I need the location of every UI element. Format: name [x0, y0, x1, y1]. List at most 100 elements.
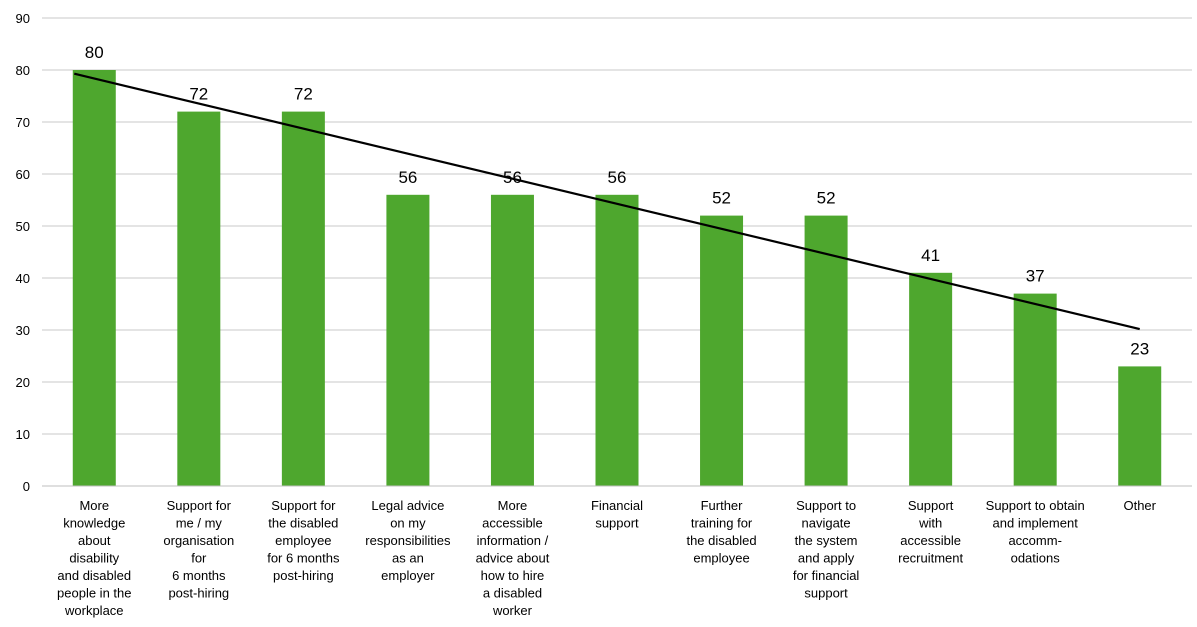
category-label-line: Support to — [796, 498, 856, 513]
category-label-line: Support to obtain — [986, 498, 1085, 513]
y-tick-label: 0 — [23, 479, 30, 494]
bar — [1118, 366, 1162, 486]
category-label-line: worker — [492, 603, 533, 618]
bar — [804, 215, 848, 486]
category-label-line: navigate — [802, 516, 851, 531]
trendline-group — [74, 72, 1140, 331]
category-label-line: people in the — [57, 586, 131, 601]
category-label-line: Support — [908, 498, 954, 513]
category-label: Support for me / my organisation for 6 month… — [163, 498, 234, 601]
category-label-line: on my — [390, 516, 426, 531]
y-tick-label: 60 — [16, 167, 30, 182]
category-label: Further training for the disabled employee — [686, 498, 756, 566]
category-label: Legal advice on my responsibilities as an em… — [365, 498, 451, 583]
category-label-line: the system — [795, 533, 858, 548]
category-label: More knowledge about disability and disabled… — [57, 498, 131, 618]
category-label-line: and disabled — [57, 568, 131, 583]
category-label-line: Support for — [167, 498, 232, 513]
category-label-line: Legal advice — [371, 498, 444, 513]
category-label-line: recruitment — [898, 551, 963, 566]
category-label-line: employee — [275, 533, 331, 548]
bar — [490, 194, 534, 487]
category-label-line: disability — [69, 551, 119, 566]
data-label: 52 — [817, 189, 836, 208]
category-label-line: employee — [693, 551, 749, 566]
category-label-line: for 6 months — [267, 551, 340, 566]
data-labels: 80 72 72 56 56 56 52 52 41 37 23 — [85, 43, 1149, 358]
data-label: 56 — [398, 168, 417, 187]
data-label: 56 — [608, 168, 627, 187]
data-label: 52 — [712, 189, 731, 208]
data-label: 72 — [294, 85, 313, 104]
category-label: More accessible information / advice about h… — [476, 498, 550, 618]
y-tick-label: 70 — [16, 115, 30, 130]
data-label: 23 — [1130, 339, 1149, 358]
category-label: Support to obtain and implement accomm-oda… — [986, 498, 1085, 566]
category-label-line: how to hire — [481, 568, 545, 583]
data-label: 80 — [85, 43, 104, 62]
category-label-line: the disabled — [268, 516, 338, 531]
category-label-line: support — [804, 586, 848, 601]
bar — [177, 111, 221, 486]
category-label-line: for financial — [793, 568, 860, 583]
category-labels: More knowledge about disability and disabled… — [57, 498, 1157, 618]
bar — [909, 272, 953, 486]
trendline — [74, 72, 1140, 331]
category-label-line: me / my — [176, 516, 223, 531]
category-label-line: and implement — [993, 516, 1079, 531]
category-label-line: Support for — [271, 498, 336, 513]
category-label-line: post-hiring — [168, 586, 229, 601]
data-label: 72 — [189, 85, 208, 104]
bar — [72, 70, 116, 486]
category-label-line: accessible — [900, 533, 961, 548]
category-label-line: information / — [477, 533, 549, 548]
y-tick-label: 50 — [16, 219, 30, 234]
category-label-line: advice about — [476, 551, 550, 566]
category-label-line: employer — [381, 568, 435, 583]
category-label-line: a disabled — [483, 586, 542, 601]
category-label-line: knowledge — [63, 516, 125, 531]
category-label-line: More — [79, 498, 109, 513]
category-label-line: accomm- — [1008, 533, 1061, 548]
bar — [595, 194, 639, 487]
category-label: Support with accessible recruitment — [898, 498, 963, 566]
category-label-line: organisation — [163, 533, 234, 548]
data-label: 56 — [503, 168, 522, 187]
bar — [1013, 293, 1057, 486]
category-label: Financial support — [591, 498, 643, 531]
category-label-line: for — [191, 551, 207, 566]
category-label-line: as an — [392, 551, 424, 566]
y-tick-label: 30 — [16, 323, 30, 338]
category-label: Other — [1123, 498, 1156, 513]
category-label-line: More — [498, 498, 528, 513]
y-tick-label: 40 — [16, 271, 30, 286]
category-label-line: post-hiring — [273, 568, 334, 583]
category-label-line: training for — [691, 516, 753, 531]
bar — [281, 111, 325, 486]
category-label-line: 6 months — [172, 568, 226, 583]
category-label: Support to navigate the system and apply for… — [793, 498, 860, 601]
category-label-line: Other — [1123, 498, 1156, 513]
y-tick-label: 20 — [16, 375, 30, 390]
category-label-line: with — [918, 516, 942, 531]
category-label-line: responsibilities — [365, 533, 451, 548]
y-axis-tick-labels: 0 10 20 30 40 50 60 70 80 90 — [16, 11, 30, 494]
category-label-line: about — [78, 533, 111, 548]
data-label: 37 — [1026, 267, 1045, 286]
y-tick-label: 10 — [16, 427, 30, 442]
category-label-line: the disabled — [686, 533, 756, 548]
bar — [700, 215, 744, 486]
bar — [386, 194, 430, 487]
category-label-line: accessible — [482, 516, 543, 531]
y-tick-label: 80 — [16, 63, 30, 78]
category-label-line: Financial — [591, 498, 643, 513]
category-label-line: workplace — [64, 603, 124, 618]
category-label-line: Further — [701, 498, 744, 513]
bars — [72, 70, 1162, 487]
category-label: Support for the disabled employee for 6 mon… — [267, 498, 340, 583]
category-label-line: and apply — [798, 551, 855, 566]
category-label-line: support — [595, 516, 639, 531]
y-tick-label: 90 — [16, 11, 30, 26]
data-label: 41 — [921, 246, 940, 265]
